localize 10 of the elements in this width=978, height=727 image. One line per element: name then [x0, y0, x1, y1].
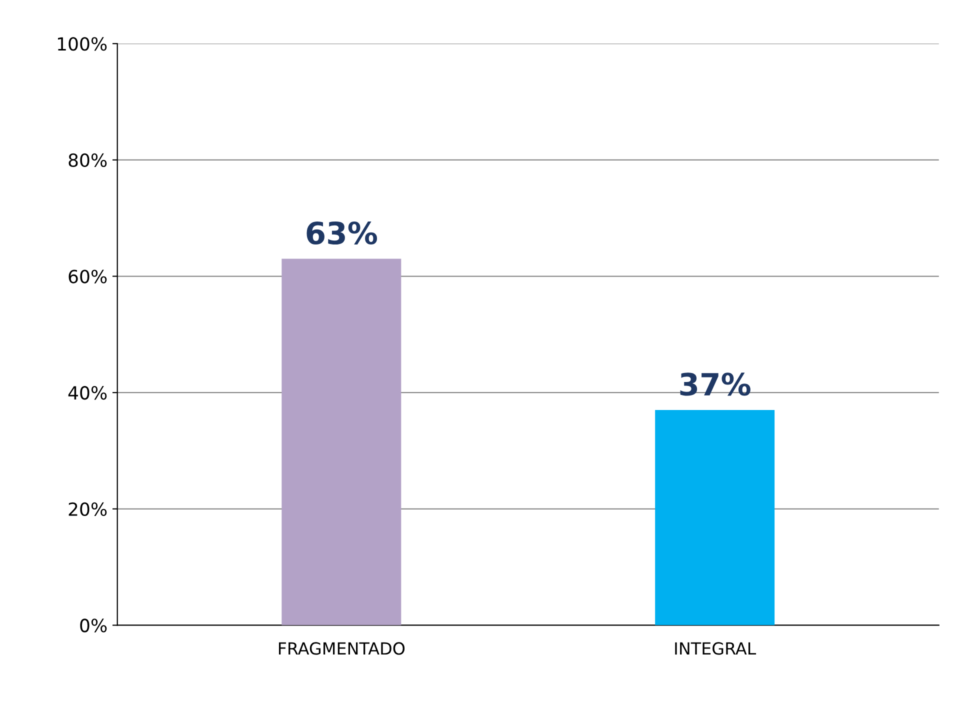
data-label: 63% — [306, 221, 378, 245]
x-tick-label: INTEGRAL — [675, 642, 756, 655]
y-tick-label: 80% — [68, 153, 107, 168]
y-tick-label: 40% — [68, 386, 107, 400]
y-tick-label: 60% — [68, 270, 107, 284]
y-tick-label: 100% — [58, 37, 107, 51]
y-tick-label: 20% — [68, 502, 107, 516]
y-tick-label: 0% — [80, 618, 107, 632]
x-tick-label: FRAGMENTADO — [278, 642, 405, 655]
data-label: 37% — [680, 372, 750, 396]
